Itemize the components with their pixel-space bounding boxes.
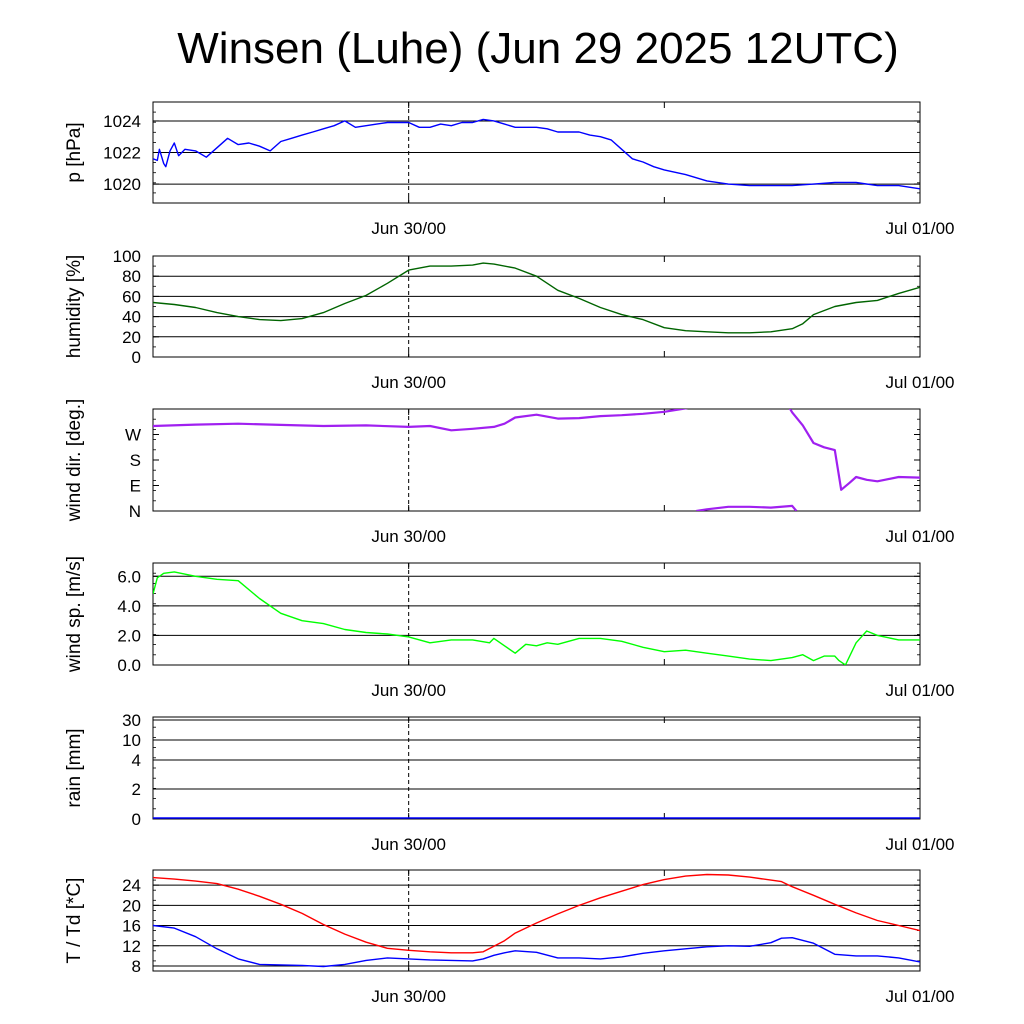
- y-tick-label: 0: [132, 348, 141, 367]
- y-axis-label: T / Td [*C]: [64, 878, 85, 964]
- y-axis-label: rain [mm]: [64, 728, 85, 807]
- series-line: [153, 262, 920, 334]
- y-axis-label: wind dir. [deg.]: [64, 399, 85, 523]
- y-tick-label: W: [125, 426, 141, 445]
- y-tick-label: 60: [122, 287, 141, 306]
- y-tick-label: 2: [132, 780, 141, 799]
- y-tick-label: 4: [132, 751, 141, 770]
- y-axis-label: p [hPa]: [64, 122, 85, 182]
- y-tick-label: 10: [122, 731, 141, 750]
- series-line: [153, 873, 920, 954]
- y-tick-label: 24: [122, 876, 141, 895]
- y-axis-label: wind sp. [m/s]: [64, 556, 85, 673]
- x-tick-label: Jun 30/00: [371, 373, 446, 392]
- y-tick-label: 0: [132, 810, 141, 829]
- y-tick-label: 12: [122, 937, 141, 956]
- y-tick-label: N: [129, 502, 141, 521]
- x-tick-label: Jun 30/00: [371, 527, 446, 546]
- series-line: [788, 409, 920, 491]
- series-line: [153, 571, 920, 665]
- y-tick-label: 16: [122, 917, 141, 936]
- x-tick-label: Jul 01/00: [886, 835, 955, 854]
- series-line: [153, 924, 920, 968]
- x-tick-label: Jul 01/00: [886, 219, 955, 238]
- y-tick-label: 30: [122, 711, 141, 730]
- y-tick-label: 0.0: [117, 656, 141, 675]
- x-tick-label: Jul 01/00: [886, 373, 955, 392]
- x-tick-label: Jun 30/00: [371, 681, 446, 700]
- y-axis-label: humidity [%]: [64, 255, 85, 358]
- y-tick-label: 2.0: [117, 626, 141, 645]
- panel-frame: [152, 255, 921, 358]
- series-line: [153, 409, 689, 432]
- x-tick-label: Jun 30/00: [371, 987, 446, 1006]
- x-tick-label: Jul 01/00: [886, 681, 955, 700]
- panel-frame: [152, 562, 921, 666]
- y-tick-label: 1020: [103, 175, 141, 194]
- x-tick-label: Jun 30/00: [371, 219, 446, 238]
- y-tick-label: 40: [122, 308, 141, 327]
- x-tick-label: Jul 01/00: [886, 527, 955, 546]
- series-line: [696, 504, 798, 511]
- x-tick-label: Jun 30/00: [371, 835, 446, 854]
- chart-title: Winsen (Luhe) (Jun 29 2025 12UTC): [177, 24, 899, 73]
- y-tick-label: 20: [122, 328, 141, 347]
- y-tick-label: 20: [122, 896, 141, 915]
- y-tick-label: 4.0: [117, 597, 141, 616]
- y-tick-label: 6.0: [117, 567, 141, 586]
- panel-frame: [152, 716, 921, 820]
- y-tick-label: 80: [122, 267, 141, 286]
- series-line: [153, 118, 920, 190]
- x-tick-label: Jul 01/00: [886, 987, 955, 1006]
- y-tick-label: E: [130, 477, 141, 496]
- y-tick-label: S: [130, 451, 141, 470]
- y-tick-label: 1024: [103, 112, 141, 131]
- y-tick-label: 8: [132, 957, 141, 976]
- y-tick-label: 1022: [103, 144, 141, 163]
- y-tick-label: 100: [113, 247, 141, 266]
